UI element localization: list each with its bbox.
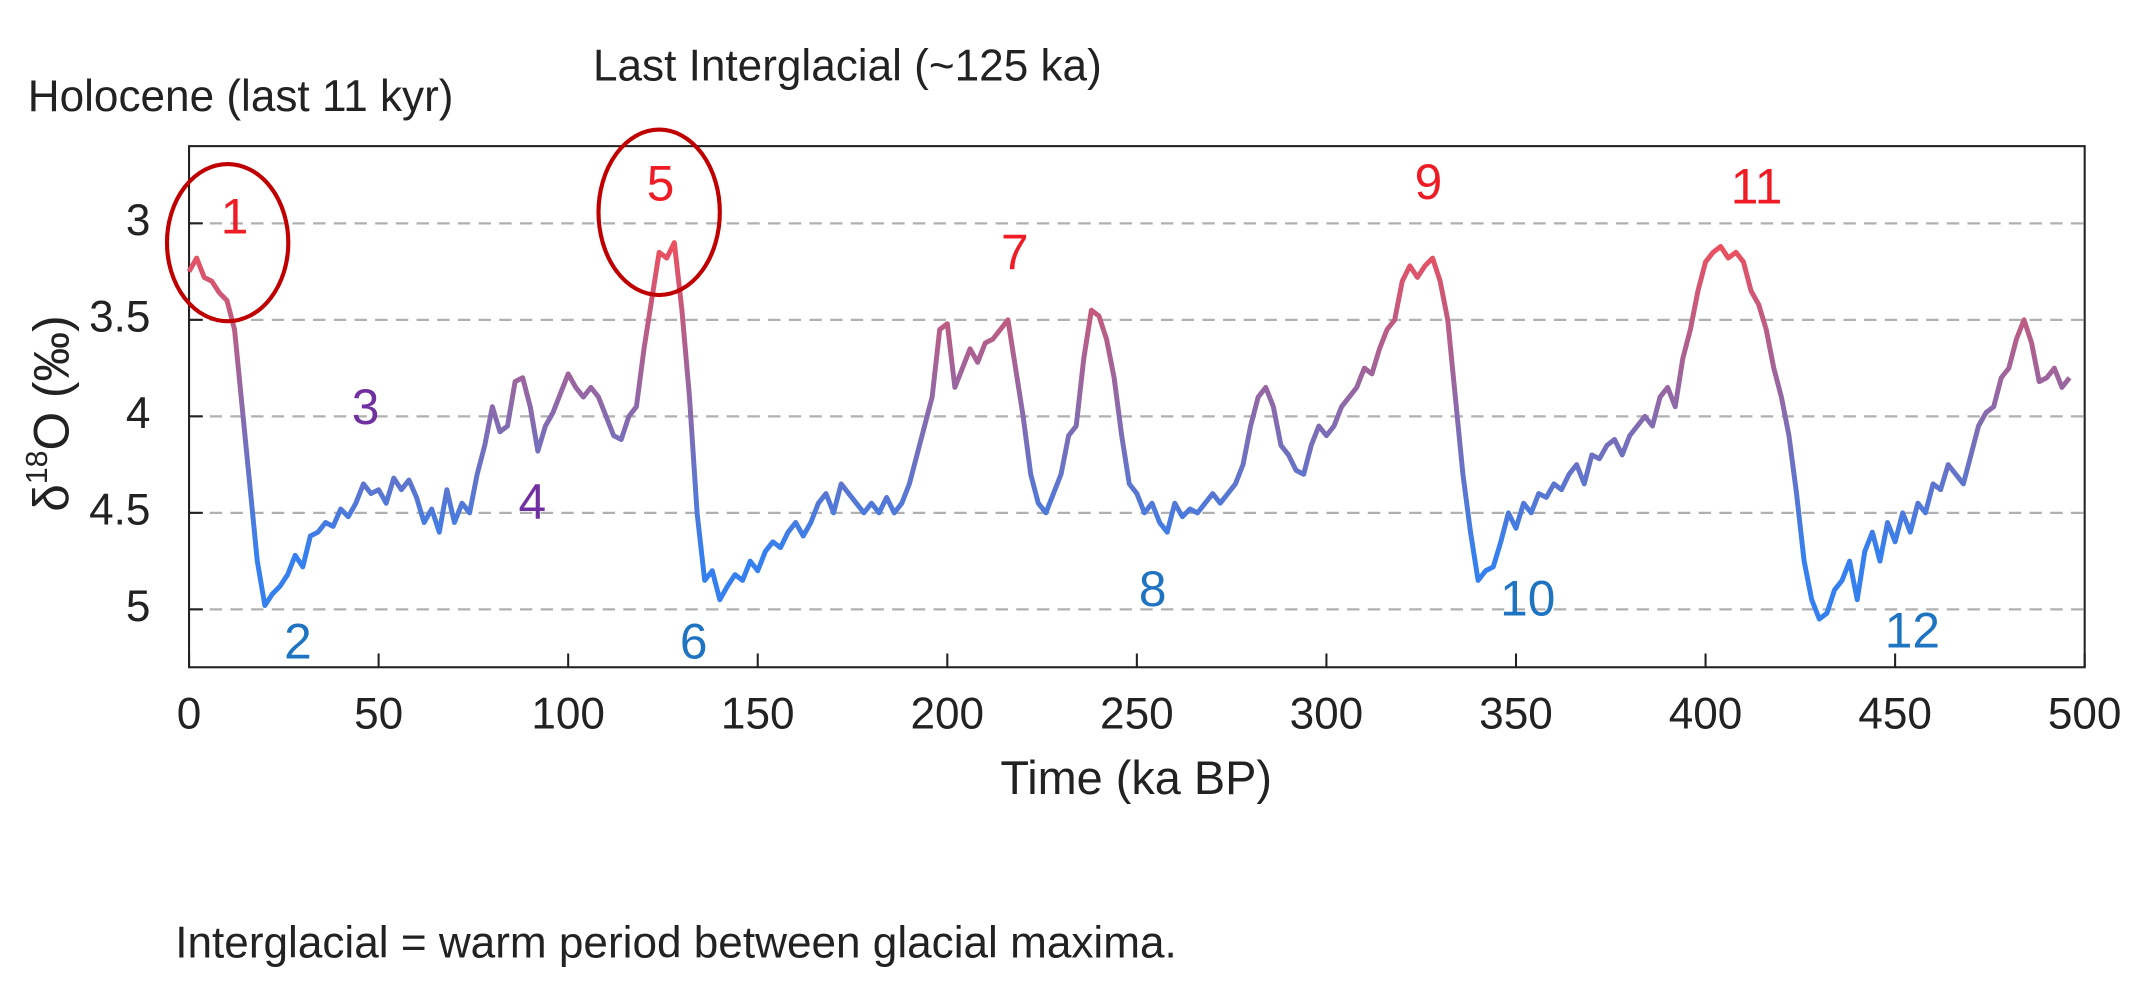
x-tick-label: 100 (531, 690, 605, 739)
x-tick-label: 400 (1669, 690, 1743, 739)
y-axis-label: δ18O (‰) (21, 315, 80, 511)
y-tick-label: 5 (126, 582, 151, 631)
last-interglacial-label: Last Interglacial (~125 ka) (593, 42, 1102, 91)
x-tick-label: 300 (1290, 690, 1364, 739)
highlight-circle (596, 127, 722, 298)
x-tick-label: 450 (1858, 690, 1932, 739)
data-line (186, 240, 2072, 622)
stage-label: 11 (1731, 158, 1783, 214)
y-label-rest: O (‰) (23, 315, 79, 450)
stage-label: 1 (221, 189, 249, 245)
stage-label: 6 (680, 613, 708, 669)
plot-frame (188, 145, 2086, 669)
x-tick-label: 350 (1479, 690, 1553, 739)
y-tick-label: 3 (126, 196, 151, 245)
y-tick-label: 4 (126, 389, 151, 438)
footnote: Interglacial = warm period between glaci… (175, 918, 1177, 967)
highlight-circle (164, 161, 291, 324)
y-tick-label: 3.5 (89, 293, 150, 342)
x-tick-label: 50 (354, 690, 403, 739)
stage-label: 4 (519, 474, 547, 530)
stage-label: 2 (284, 613, 312, 669)
x-tick-label: 250 (1100, 690, 1174, 739)
x-tick-label: 150 (721, 690, 795, 739)
y-label-sup: 18 (21, 450, 54, 484)
x-tick-label: 200 (910, 690, 984, 739)
stage-label: 12 (1885, 602, 1940, 658)
y-label-symbol: δ (23, 484, 79, 512)
stage-label: 7 (1001, 225, 1029, 281)
stage-label: 10 (1500, 571, 1555, 627)
stage-label: 5 (647, 156, 675, 212)
x-tick-label: 500 (2048, 690, 2122, 739)
stage-label: 9 (1415, 154, 1443, 210)
stage-label: 3 (352, 379, 380, 435)
holocene-label: Holocene (last 11 kyr) (28, 72, 454, 121)
y-tick-label: 4.5 (89, 486, 150, 535)
stage-label: 8 (1139, 561, 1167, 617)
x-axis-label: Time (ka BP) (1000, 752, 1272, 804)
x-tick-label: 0 (177, 690, 202, 739)
